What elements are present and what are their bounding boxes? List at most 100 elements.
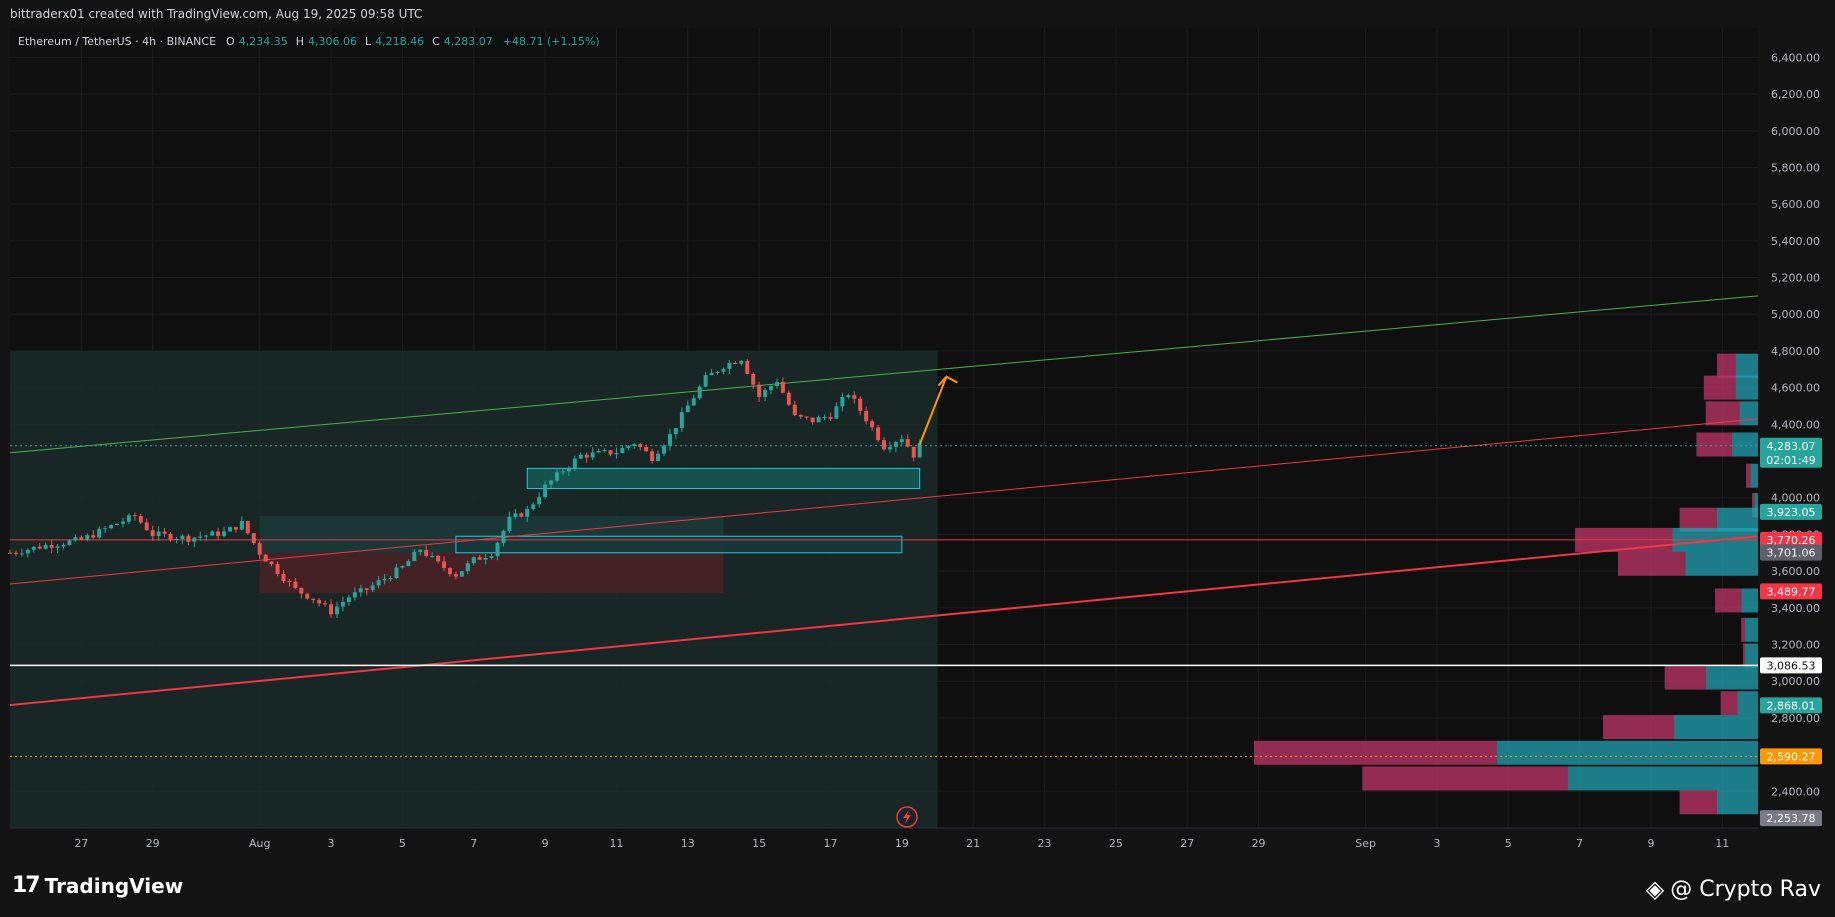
volume-profile-bar-up	[1750, 463, 1758, 488]
time-tick-label: 5	[1505, 837, 1512, 850]
candle-up	[382, 578, 387, 581]
candle-up	[685, 405, 690, 413]
candle-down	[876, 427, 881, 441]
volume-profile-bar-up	[1737, 691, 1758, 716]
volume-profile-bar-up	[1685, 551, 1758, 576]
time-tick-label: 21	[966, 837, 980, 850]
price-tick-label: 5,600.00	[1771, 198, 1820, 211]
arrow-shaft	[918, 376, 948, 445]
red-demand-zone	[259, 552, 724, 594]
candle-up	[43, 544, 48, 549]
candle-up	[656, 453, 661, 462]
candle-up	[626, 446, 631, 448]
candle-down	[37, 546, 42, 549]
candle-down	[638, 444, 643, 448]
candle-down	[233, 527, 238, 530]
tradingview-logo-text: TradingView	[44, 873, 184, 898]
candle-up	[73, 537, 78, 541]
symbol-name[interactable]: Ethereum / TetherUS · 4h · BINANCE	[18, 35, 217, 48]
price-label-bg	[1760, 503, 1822, 520]
candle-down	[792, 404, 797, 415]
price-tick-label: 4,600.00	[1771, 382, 1820, 395]
candle-up	[85, 535, 90, 540]
candle-up	[495, 542, 500, 557]
candle-down	[329, 604, 334, 615]
candle-up	[103, 528, 108, 530]
lightning-icon[interactable]	[896, 806, 918, 828]
price-tick-label: 2,800.00	[1771, 712, 1820, 725]
volume-profile-bar-down	[1716, 353, 1736, 378]
volume-profile-bar-up	[1741, 588, 1758, 613]
candle-up	[222, 531, 227, 537]
diamond-icon: ◈	[1645, 875, 1665, 903]
candle-up	[19, 553, 24, 555]
candle-down	[168, 533, 173, 540]
candle-up	[97, 528, 102, 538]
time-tick-label: 5	[399, 837, 406, 850]
price-label: 3,770.26	[1767, 534, 1816, 547]
price-label: 4,283.07	[1767, 440, 1816, 453]
candle-down	[13, 552, 18, 554]
candle-up	[25, 549, 30, 554]
volume-profile-bar-up	[1744, 643, 1758, 668]
candle-up	[846, 395, 851, 398]
candle-up	[739, 360, 744, 364]
candle-up	[204, 535, 209, 537]
candle-up	[412, 551, 417, 562]
candle-up	[822, 417, 827, 419]
candle-down	[323, 603, 328, 605]
green-trendline	[9, 295, 1759, 454]
candle-up	[887, 446, 892, 450]
price-label-bg	[1760, 657, 1822, 674]
candle-up	[358, 588, 363, 593]
price-label: 3,923.05	[1767, 506, 1816, 519]
time-tick-label: 15	[752, 837, 766, 850]
candle-up	[554, 472, 559, 481]
candle-down	[144, 522, 149, 531]
price-tick-label: 5,400.00	[1771, 235, 1820, 248]
high-label: H	[295, 35, 304, 48]
drawn-lines	[9, 295, 1759, 757]
candle-up	[727, 362, 732, 369]
candle-up	[489, 556, 494, 558]
time-tick-label: 3	[328, 837, 335, 850]
candle-up	[525, 508, 530, 517]
time-axis[interactable]: 27 29 Aug 3 5 7 9 11 13 15 17 19 21 23 25 27 29 Sep 3 5 7 9 11	[0, 827, 1835, 858]
volume-profile-bar-up	[1716, 790, 1758, 815]
candle-up	[774, 382, 779, 387]
tradingview-logo[interactable]: 17 TradingView	[12, 873, 183, 898]
time-tick-label: 27	[74, 837, 88, 850]
arrow-head	[937, 375, 958, 387]
candle-up	[816, 417, 821, 423]
time-tick-label: 17	[823, 837, 837, 850]
price-chart[interactable]: 6,400.00 6,200.00 6,000.00 5,800.00 5,600.00…	[0, 0, 1835, 858]
candle-down	[453, 574, 458, 577]
candle-up	[679, 412, 684, 428]
candle-up	[834, 406, 839, 419]
candle-down	[162, 531, 167, 534]
volume-profile-bar-up	[1735, 353, 1758, 378]
candle-up	[715, 371, 720, 373]
candle-up	[55, 546, 60, 548]
price-label-bg	[1760, 437, 1822, 468]
price-label: 3,489.77	[1767, 585, 1816, 598]
candle-down	[864, 410, 869, 422]
candle-up	[531, 504, 536, 509]
time-tick-label: 29	[146, 837, 160, 850]
volume-profile-bar-down	[1618, 551, 1686, 576]
candle-up	[335, 606, 340, 615]
candle-up	[917, 443, 922, 458]
candle-up	[346, 597, 351, 603]
candle-down	[519, 513, 524, 517]
volume-profile-bar-down	[1741, 617, 1745, 642]
projection-arrow	[918, 375, 958, 445]
candle-down	[132, 515, 137, 517]
candle-down	[281, 573, 286, 581]
price-tick-label: 6,200.00	[1771, 88, 1820, 101]
price-label: 3,086.53	[1767, 659, 1816, 672]
candle-down	[8, 552, 12, 554]
candle-up	[430, 555, 435, 557]
candle-down	[870, 421, 875, 428]
candle-up	[549, 480, 554, 485]
volume-profile-bar-down	[1720, 691, 1738, 716]
